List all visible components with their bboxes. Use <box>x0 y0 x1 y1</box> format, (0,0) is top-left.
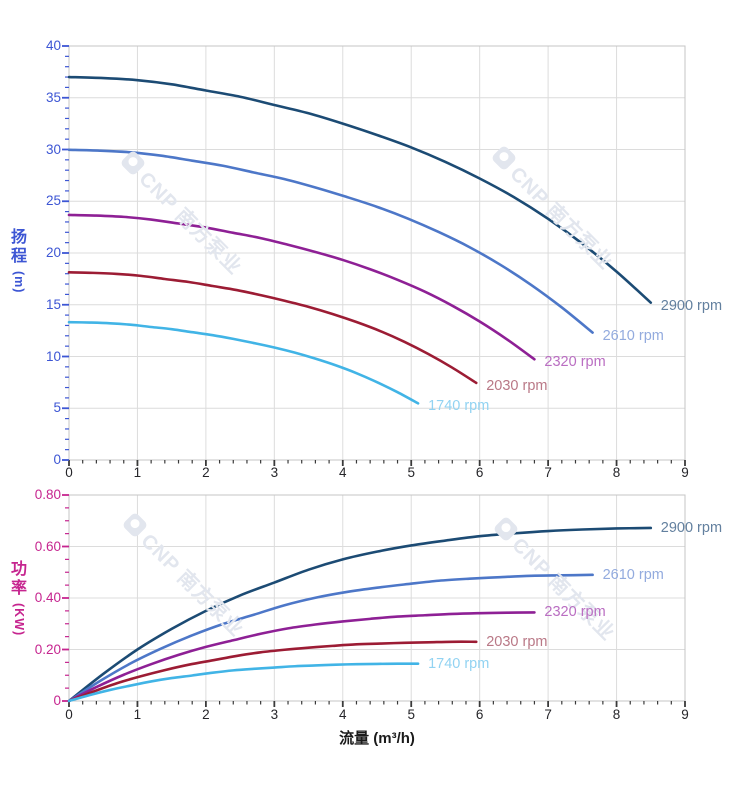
curve-label-head-2320rpm: 2320 rpm <box>544 354 606 371</box>
x-tick-label: 2 <box>202 707 210 722</box>
head-axis-unit: (m) <box>12 271 26 294</box>
y-tick-label: 30 <box>45 141 61 157</box>
x-tick-label: 8 <box>612 465 621 480</box>
curve-power-2900rpm <box>67 526 653 703</box>
x-tick-label: 0 <box>65 707 73 722</box>
y-tick-label: 0 <box>53 452 61 467</box>
power-axis-unit: (KW) <box>12 603 26 637</box>
curve-label-power-1740rpm: 1740 rpm <box>428 655 490 672</box>
x-tick-label: 9 <box>681 707 689 722</box>
y-tick-label: 0.40 <box>34 590 61 605</box>
curve-label-head-2610rpm: 2610 rpm <box>602 327 664 344</box>
x-tick-label: 5 <box>407 707 415 722</box>
curve-power-1740rpm <box>67 662 420 703</box>
x-tick-label: 1 <box>133 707 142 722</box>
y-tick-label: 20 <box>45 245 61 260</box>
x-tick-label: 3 <box>270 465 279 480</box>
curve-label-power-2900rpm: 2900 rpm <box>660 519 723 536</box>
curve-label-head-1740rpm: 1740 rpm <box>428 398 490 415</box>
axis-title-char: 程 <box>10 248 27 265</box>
y-tick-label: 0.20 <box>34 641 61 657</box>
y-tick-label: 15 <box>45 296 61 312</box>
y-tick-label: 5 <box>53 400 61 416</box>
x-tick-label: 3 <box>270 707 279 722</box>
head-axis-title: 扬程 (m) <box>6 228 32 293</box>
head-axis-title-text: 扬程 <box>11 228 27 266</box>
curve-label-head-2900rpm: 2900 rpm <box>660 297 723 314</box>
curve-head-2900rpm <box>67 75 653 304</box>
curve-head-2610rpm <box>67 148 594 334</box>
x-tick-label: 0 <box>65 465 73 480</box>
curve-label-power-2030rpm: 2030 rpm <box>486 633 548 650</box>
y-tick-label: 0 <box>53 693 61 708</box>
x-tick-label: 1 <box>133 465 142 480</box>
x-tick-label: 4 <box>339 707 347 722</box>
x-tick-label: 5 <box>407 465 415 480</box>
curve-label-power-2320rpm: 2320 rpm <box>544 604 606 621</box>
axis-title-char: 功 <box>10 561 27 578</box>
curve-label-power-2610rpm: 2610 rpm <box>602 566 664 583</box>
x-tick-label: 7 <box>544 465 552 480</box>
curve-power-2610rpm <box>67 573 594 703</box>
curve-power-2320rpm <box>67 611 536 703</box>
x-tick-label: 6 <box>475 707 484 722</box>
power-axis-title: 功率 (KW) <box>6 560 32 636</box>
curve-label-head-2030rpm: 2030 rpm <box>486 377 548 394</box>
power-axis-title-text: 功率 <box>11 560 27 598</box>
curve-head-2320rpm <box>67 213 536 361</box>
curve-head-1740rpm <box>67 320 420 405</box>
curve-head-2030rpm <box>67 271 478 385</box>
curve-power-2030rpm <box>67 640 478 703</box>
head-chart <box>62 45 686 466</box>
y-tick-label: 35 <box>45 89 61 105</box>
x-tick-label: 2 <box>202 465 210 480</box>
x-tick-label: 4 <box>339 465 347 480</box>
y-tick-label: 0.80 <box>34 487 61 502</box>
y-tick-label: 10 <box>45 348 61 364</box>
axis-title-char: 扬 <box>10 229 27 246</box>
flow-axis-title: 流量 (m³/h) <box>339 730 415 747</box>
x-tick-label: 9 <box>681 465 689 480</box>
y-tick-label: 0.60 <box>34 538 61 554</box>
y-tick-label: 25 <box>45 193 61 209</box>
x-tick-label: 6 <box>475 465 484 480</box>
power-chart <box>62 494 686 707</box>
y-tick-label: 40 <box>45 38 61 53</box>
x-tick-label: 7 <box>544 707 552 722</box>
axis-title-char: 率 <box>10 580 27 597</box>
x-tick-label: 8 <box>612 707 621 722</box>
